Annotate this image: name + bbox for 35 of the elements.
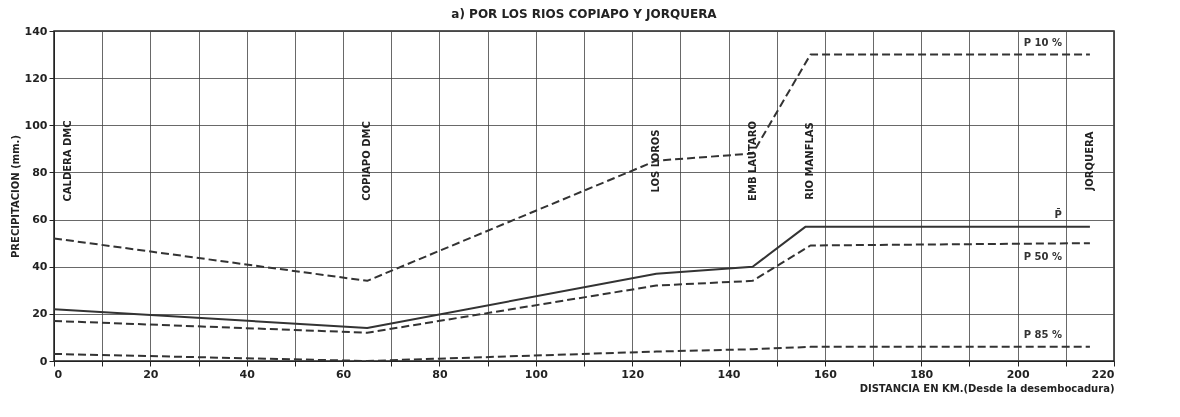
y-tick-label: 40 xyxy=(32,260,48,274)
x-tick-label: 60 xyxy=(335,367,352,381)
annotation: RIO MANFLAS xyxy=(804,122,816,200)
x-tick-label: 200 xyxy=(1006,367,1030,381)
x-tick-label: 220 xyxy=(1091,367,1115,381)
annotation: CALDERA DMC xyxy=(62,120,74,202)
y-tick-label: 120 xyxy=(24,71,48,85)
line-series xyxy=(53,225,1091,329)
y-tick-label: 60 xyxy=(32,213,48,227)
x-axis-title: DISTANCIA EN KM.(Desde la desembocadura) xyxy=(859,382,1115,394)
y-tick-label: 20 xyxy=(32,307,48,321)
annotation: JORQUERA xyxy=(1083,131,1095,192)
x-tick-label: 100 xyxy=(524,367,549,381)
x-tick-label: 180 xyxy=(910,367,934,381)
y-axis-title: PRECIPITACION (mm.) xyxy=(9,135,21,258)
y-tick-label: 80 xyxy=(32,165,48,179)
y-tick-label: 100 xyxy=(24,118,48,132)
series-label: P 50 % xyxy=(1023,251,1062,263)
x-tick-label: 140 xyxy=(717,367,741,381)
chart-title: a) POR LOS RIOS COPIAPO Y JORQUERA xyxy=(451,7,718,21)
x-tick-label: 160 xyxy=(813,367,838,381)
y-tick-label: 140 xyxy=(24,24,48,38)
annotation: LOS LOROS xyxy=(650,129,662,193)
x-tick-label: 0 xyxy=(54,367,63,381)
line-series xyxy=(53,345,1091,362)
x-tick-label: 40 xyxy=(239,367,256,381)
series-label: P 85 % xyxy=(1023,328,1062,340)
annotation: COPIAPO DMC xyxy=(361,121,373,201)
x-tick-label: 120 xyxy=(621,367,645,381)
x-tick-label: 80 xyxy=(432,367,448,381)
annotation: EMB LAUTARO xyxy=(746,121,758,201)
series-label: P 10 % xyxy=(1023,36,1062,48)
x-tick-label: 20 xyxy=(143,367,159,381)
series-label: P̄ xyxy=(1054,207,1062,220)
y-tick-label: 0 xyxy=(39,354,48,368)
